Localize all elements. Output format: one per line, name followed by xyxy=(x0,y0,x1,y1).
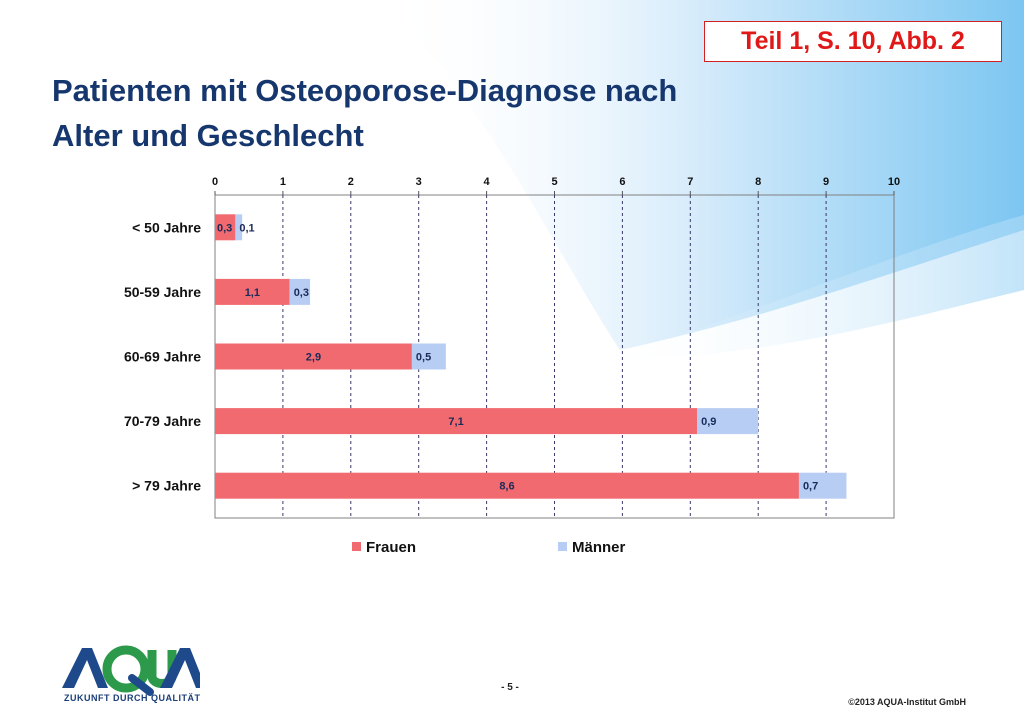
data-label: 0,3 xyxy=(217,222,232,234)
x-tick-label: 10 xyxy=(888,176,900,188)
x-tick-label: 8 xyxy=(755,176,761,188)
bar-maenner xyxy=(697,408,759,435)
bar-frauen xyxy=(215,278,290,305)
title-line-1: Patienten mit Osteoporose-Diagnose nach xyxy=(52,73,678,108)
bar-maenner xyxy=(235,214,243,241)
data-label: 0,9 xyxy=(701,416,716,428)
category-label: > 79 Jahre xyxy=(132,478,201,494)
legend-swatch xyxy=(352,542,361,551)
category-label: < 50 Jahre xyxy=(132,219,201,235)
x-tick-label: 4 xyxy=(484,176,491,188)
data-label: 2,9 xyxy=(306,352,321,364)
page-title: Patienten mit Osteoporose-Diagnose nach … xyxy=(52,68,812,158)
logo-subtitle: ZUKUNFT DURCH QUALITÄT xyxy=(64,693,201,703)
legend-label: Männer xyxy=(572,539,626,556)
copyright-notice: ©2013 AQUA-Institut GmbH xyxy=(848,697,966,707)
x-tick-label: 9 xyxy=(823,176,829,188)
bar-maenner xyxy=(798,472,847,499)
figure-reference-tag: Teil 1, S. 10, Abb. 2 xyxy=(704,21,1002,62)
x-tick-label: 2 xyxy=(348,176,354,188)
data-label: 8,6 xyxy=(499,481,514,493)
data-label: 1,1 xyxy=(245,287,260,299)
bar-maenner xyxy=(411,343,446,370)
x-tick-label: 1 xyxy=(280,176,286,188)
data-label: 0,7 xyxy=(803,481,818,493)
page-number: - 5 - xyxy=(501,682,519,693)
bar-frauen xyxy=(215,408,698,435)
bar-maenner xyxy=(289,278,311,305)
category-label: 60-69 Jahre xyxy=(124,349,201,365)
title-line-2: Alter und Geschlecht xyxy=(52,118,364,153)
category-label: 70-79 Jahre xyxy=(124,413,201,429)
data-label: 0,3 xyxy=(294,287,309,299)
x-tick-label: 7 xyxy=(687,176,693,188)
aqua-logo xyxy=(62,645,200,696)
data-label: 0,5 xyxy=(416,352,431,364)
x-tick-label: 0 xyxy=(212,176,218,188)
x-tick-label: 6 xyxy=(619,176,625,188)
x-tick-label: 5 xyxy=(551,176,557,188)
bar-frauen xyxy=(215,472,799,499)
x-tick-label: 3 xyxy=(416,176,422,188)
data-label: 7,1 xyxy=(448,416,463,428)
bar-frauen xyxy=(215,343,412,370)
category-label: 50-59 Jahre xyxy=(124,284,201,300)
data-label: 0,1 xyxy=(239,222,254,234)
legend-swatch xyxy=(558,542,567,551)
bar-frauen xyxy=(215,214,236,241)
legend-label: Frauen xyxy=(366,539,416,556)
